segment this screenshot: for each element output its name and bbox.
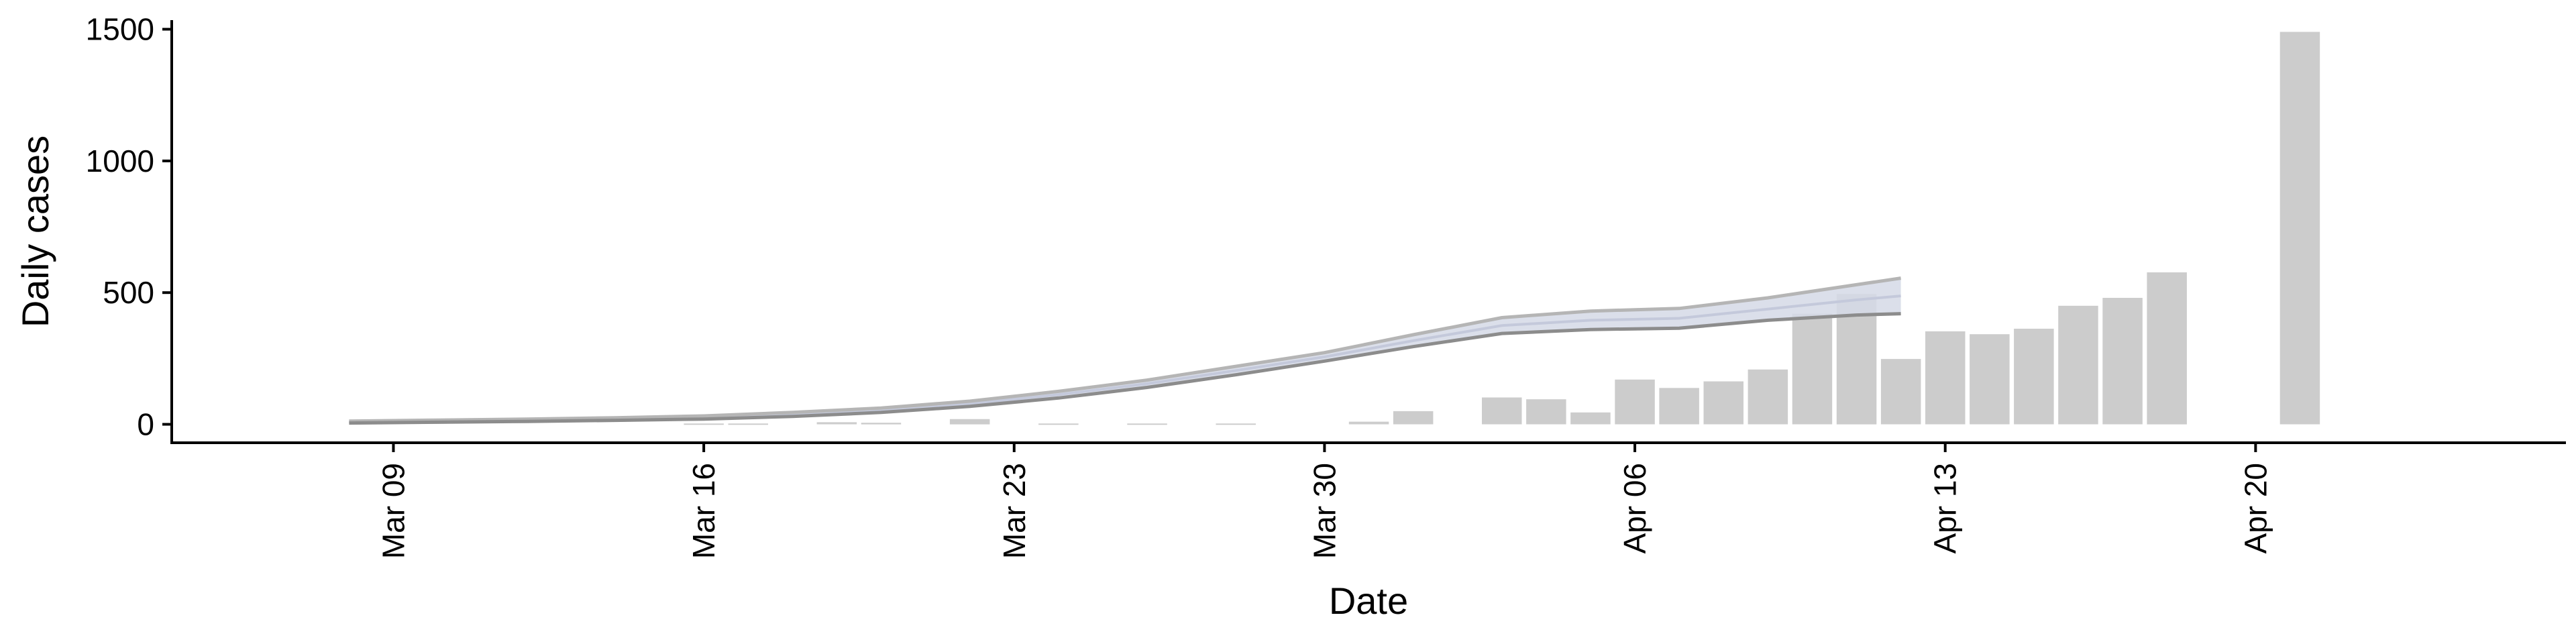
bar [1348,421,1389,425]
bar [1792,313,1833,425]
bar [2014,329,2054,425]
x-tick-label: Apr 20 [2238,463,2273,554]
bar [728,423,768,425]
bar [1038,423,1079,425]
y-tick-label: 1500 [86,12,154,47]
bar [2058,305,2098,425]
plot-area [349,32,2320,425]
x-axis: Mar 09 Mar 16 Mar 23 Mar 30 Apr 06 Apr 13 Apr … [170,441,2566,559]
bar [861,423,902,425]
bar [1659,388,1699,425]
bar [1570,412,1611,425]
y-axis: 0 500 1000 1500 [86,12,173,443]
x-tick-label: Mar 30 [1307,463,1342,559]
bar [1970,334,2010,425]
bar [816,422,857,425]
bar [949,419,990,425]
x-tick-label: Mar 23 [997,463,1032,559]
bar [1880,359,1921,425]
bar [1748,369,1788,425]
bar [1615,379,1655,425]
y-tick-label: 0 [137,407,154,442]
bar [1127,423,1167,425]
y-tick-label: 500 [103,275,154,310]
bar [2147,272,2187,425]
bar [1925,331,1966,425]
x-tick-label: Mar 16 [686,463,721,559]
x-axis-title: Date [1329,580,1408,622]
y-axis-title: Daily cases [14,136,56,327]
bar [1216,423,1256,425]
bar [1482,397,1522,425]
bar [684,423,724,425]
bar [1703,381,1743,425]
x-tick-label: Mar 09 [376,463,411,559]
y-tick-label: 1000 [86,144,154,178]
x-tick-label: Apr 06 [1617,463,1652,554]
bar [2102,298,2143,425]
lower-bound-line [349,312,1901,425]
bar [2279,32,2320,425]
bar [1526,399,1566,425]
x-tick-label: Apr 13 [1928,463,1963,554]
upper-bound-line [349,276,1901,423]
bar [1393,411,1434,425]
